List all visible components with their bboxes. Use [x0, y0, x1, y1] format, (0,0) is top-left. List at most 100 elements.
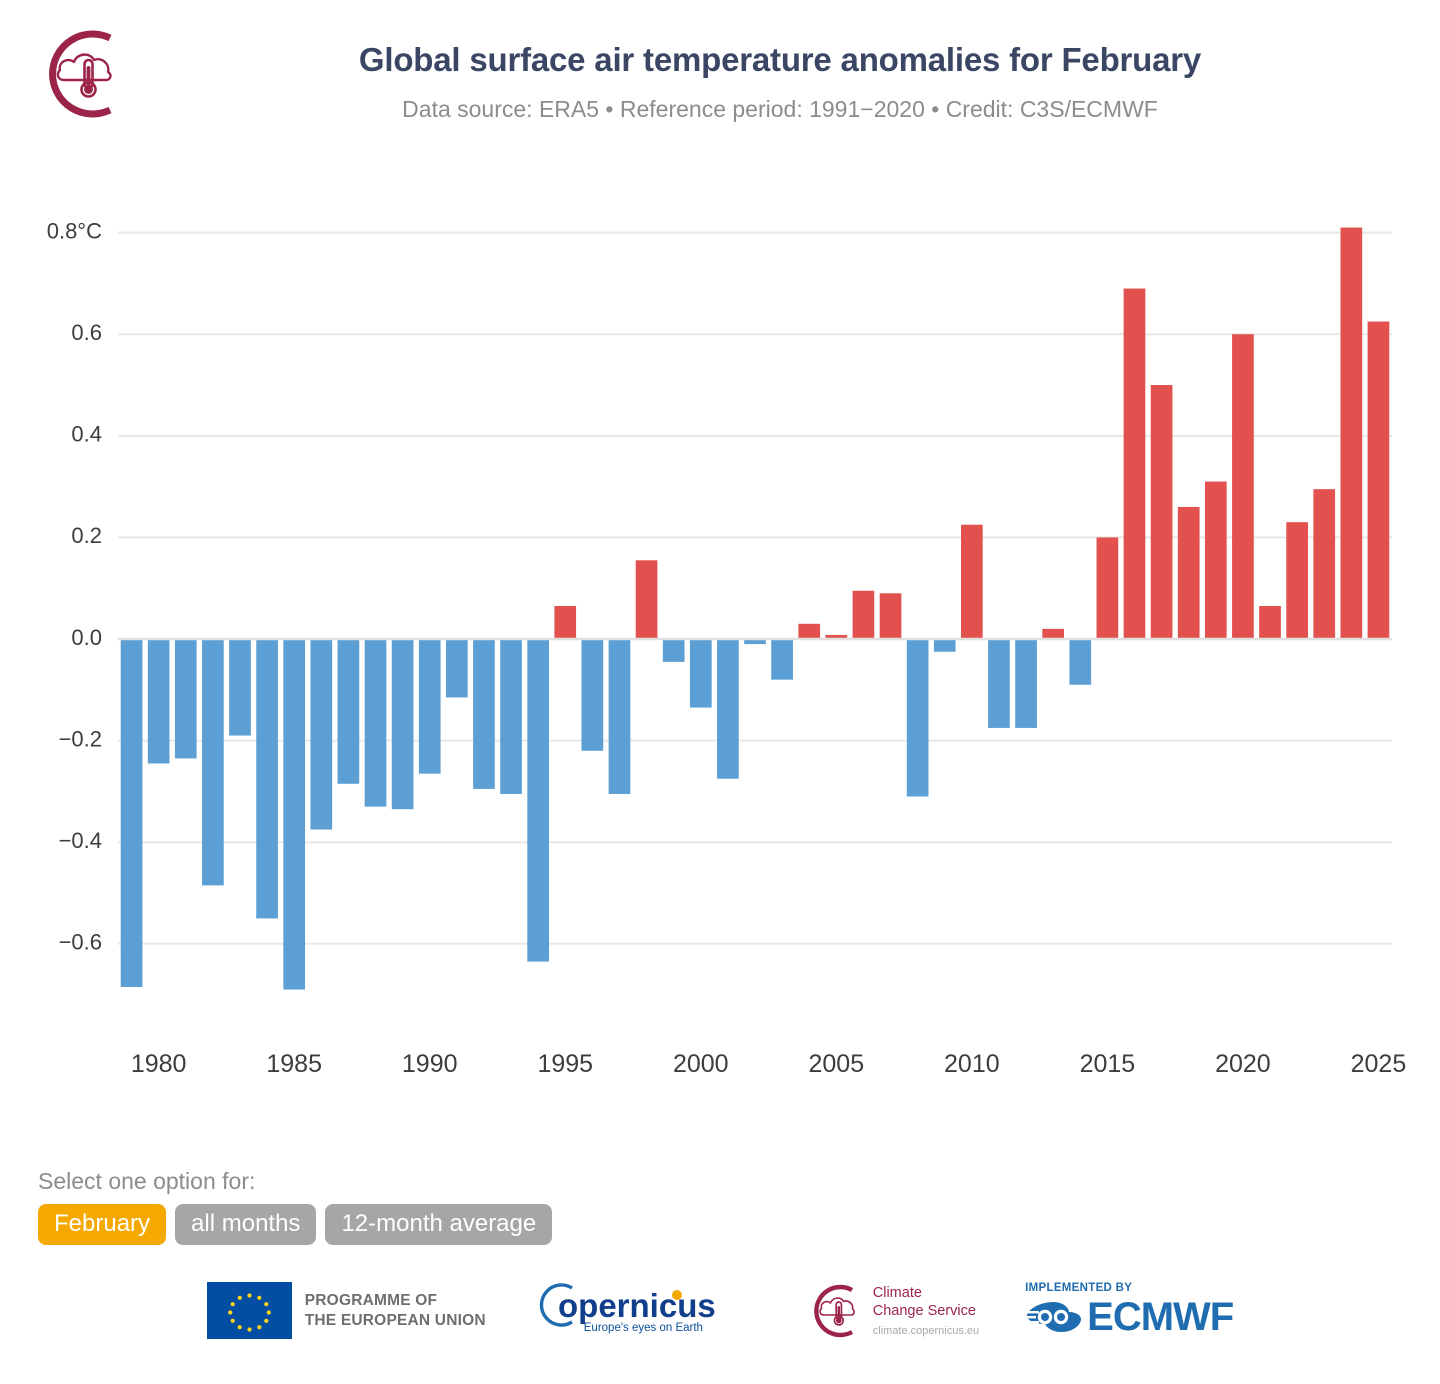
- ecmwf-mark-icon: [1025, 1302, 1082, 1332]
- bar-2010[interactable]: [961, 524, 983, 640]
- bar-1989[interactable]: [391, 639, 414, 810]
- bars-group: [120, 227, 1390, 990]
- x-axis-tick-label: 1990: [402, 1050, 458, 1078]
- x-axis-tick-label: 2020: [1215, 1050, 1271, 1078]
- bar-1987[interactable]: [337, 639, 360, 784]
- bar-1984[interactable]: [256, 639, 278, 919]
- bar-1981[interactable]: [174, 639, 197, 759]
- bar-1985[interactable]: [283, 639, 306, 990]
- option-button-all-months[interactable]: all months: [175, 1204, 317, 1246]
- bar-1979[interactable]: [120, 639, 143, 987]
- eu-programme-text: PROGRAMME OF THE EUROPEAN UNION: [305, 1291, 486, 1331]
- x-axis-tick-label: 2015: [1080, 1050, 1136, 1078]
- bar-1986[interactable]: [310, 639, 333, 830]
- bar-2024[interactable]: [1340, 227, 1363, 640]
- copernicus-logo: opernicus Europe's eyes on Earth: [532, 1282, 762, 1334]
- page-subtitle: Data source: ERA5 • Reference period: 19…: [402, 95, 1158, 122]
- bar-2002[interactable]: [744, 639, 766, 645]
- ecmwf-logo: IMPLEMENTED BY ECMWF: [1025, 1282, 1234, 1339]
- bar-2011[interactable]: [988, 639, 1010, 728]
- x-axis-tick-label: 2005: [809, 1050, 865, 1078]
- ecmwf-wordmark: ECMWF: [1087, 1295, 1234, 1339]
- c3s-mark-icon: [814, 1284, 855, 1338]
- bar-2013[interactable]: [1042, 628, 1065, 640]
- x-axis-tick-label: 2025: [1351, 1050, 1407, 1078]
- bar-2018[interactable]: [1177, 506, 1200, 640]
- c3s-climate-logo: [38, 26, 134, 122]
- bar-1995[interactable]: [554, 606, 577, 640]
- bar-1980[interactable]: [147, 639, 170, 764]
- bar-2008[interactable]: [906, 639, 929, 797]
- ecmwf-row: ECMWF: [1025, 1295, 1234, 1339]
- eu-programme-logo: PROGRAMME OF THE EUROPEAN UNION: [206, 1282, 486, 1339]
- options-controls: Select one option for: February all month…: [38, 1168, 553, 1246]
- option-button-12-month-average[interactable]: 12-month average: [325, 1204, 553, 1246]
- bar-2012[interactable]: [1015, 639, 1037, 728]
- x-axis-tick-label: 1995: [537, 1050, 593, 1078]
- bar-1996[interactable]: [581, 639, 604, 751]
- bar-2017[interactable]: [1150, 385, 1173, 640]
- bar-2014[interactable]: [1069, 639, 1092, 685]
- copernicus-tagline: Europe's eyes on Earth: [583, 1322, 703, 1334]
- implemented-by-label: IMPLEMENTED BY: [1025, 1282, 1133, 1294]
- y-axis-tick-label: 0.4: [71, 422, 102, 447]
- bar-2019[interactable]: [1204, 481, 1227, 640]
- bar-2015[interactable]: [1096, 537, 1119, 640]
- y-axis-tick-label: −0.2: [59, 726, 102, 751]
- page-footer: PROGRAMME OF THE EUROPEAN UNION opernicu…: [0, 1282, 1440, 1340]
- bar-2009[interactable]: [933, 639, 956, 652]
- x-axis-tick-label: 2000: [673, 1050, 729, 1078]
- y-axis-ticks: 0.8°C 0.6 0.4 0.2 0.0 −0.2 −0.4 −0.6: [47, 218, 102, 954]
- eu-flag-icon: [206, 1282, 292, 1339]
- svg-text:opernicus: opernicus: [558, 1287, 716, 1324]
- bar-1997[interactable]: [608, 639, 631, 794]
- bar-2005[interactable]: [825, 634, 848, 640]
- option-button-row: February all months 12-month average: [38, 1204, 553, 1246]
- y-axis-tick-label: 0.8°C: [47, 218, 102, 243]
- y-axis-tick-label: 0.6: [71, 320, 102, 345]
- page-header: Global surface air temperature anomalies…: [0, 0, 1440, 170]
- bar-1993[interactable]: [500, 639, 522, 794]
- bar-1991[interactable]: [445, 639, 468, 698]
- bar-1983[interactable]: [229, 639, 251, 736]
- bar-1982[interactable]: [202, 639, 224, 886]
- page-title: Global surface air temperature anomalies…: [358, 41, 1202, 78]
- c3s-text-block: Climate Change Service climate.copernicu…: [873, 1285, 979, 1336]
- x-axis-tick-label: 1980: [131, 1050, 187, 1078]
- title-block: Global surface air temperature anomalies…: [150, 40, 1410, 123]
- bar-1999[interactable]: [662, 639, 685, 662]
- bar-1988[interactable]: [364, 639, 387, 807]
- c3s-logo: Climate Change Service climate.copernicu…: [808, 1282, 979, 1340]
- bar-1994[interactable]: [527, 639, 549, 962]
- bar-2000[interactable]: [689, 639, 712, 708]
- y-axis-tick-label: 0.2: [71, 523, 102, 548]
- c3s-url: climate.copernicus.eu: [872, 1324, 980, 1337]
- c3s-line-2: Change Service: [872, 1303, 976, 1319]
- bar-2003[interactable]: [771, 639, 793, 680]
- bar-2016[interactable]: [1123, 288, 1146, 640]
- bar-2022[interactable]: [1286, 522, 1308, 640]
- bar-1998[interactable]: [635, 560, 658, 640]
- bar-2023[interactable]: [1313, 489, 1336, 640]
- y-axis-tick-label: −0.6: [59, 930, 102, 955]
- bar-2020[interactable]: [1232, 334, 1254, 640]
- x-axis-tick-label: 1985: [266, 1050, 322, 1078]
- c3s-line-1: Climate: [872, 1285, 922, 1302]
- bar-2007[interactable]: [879, 593, 902, 640]
- bar-2006[interactable]: [852, 590, 875, 640]
- copernicus-wordmark-icon: opernicus: [539, 1283, 716, 1327]
- bar-2001[interactable]: [717, 639, 739, 779]
- y-axis-tick-label: 0.0: [71, 625, 102, 650]
- chart-area: 0.8°C 0.6 0.4 0.2 0.0 −0.2 −0.4 −0.6 1980 1985 19…: [0, 170, 1440, 1100]
- bar-2004[interactable]: [798, 623, 821, 640]
- bar-2025[interactable]: [1367, 321, 1390, 640]
- eu-line-1: PROGRAMME OF: [304, 1291, 438, 1309]
- eu-line-2: THE EUROPEAN UNION: [304, 1311, 486, 1329]
- options-label: Select one option for:: [38, 1168, 256, 1194]
- x-axis-tick-label: 2010: [944, 1050, 1000, 1078]
- bar-1992[interactable]: [473, 639, 495, 789]
- bar-2021[interactable]: [1259, 606, 1281, 640]
- bar-1990[interactable]: [418, 639, 441, 774]
- gridlines: [118, 231, 1392, 945]
- option-button-february[interactable]: February: [38, 1204, 167, 1246]
